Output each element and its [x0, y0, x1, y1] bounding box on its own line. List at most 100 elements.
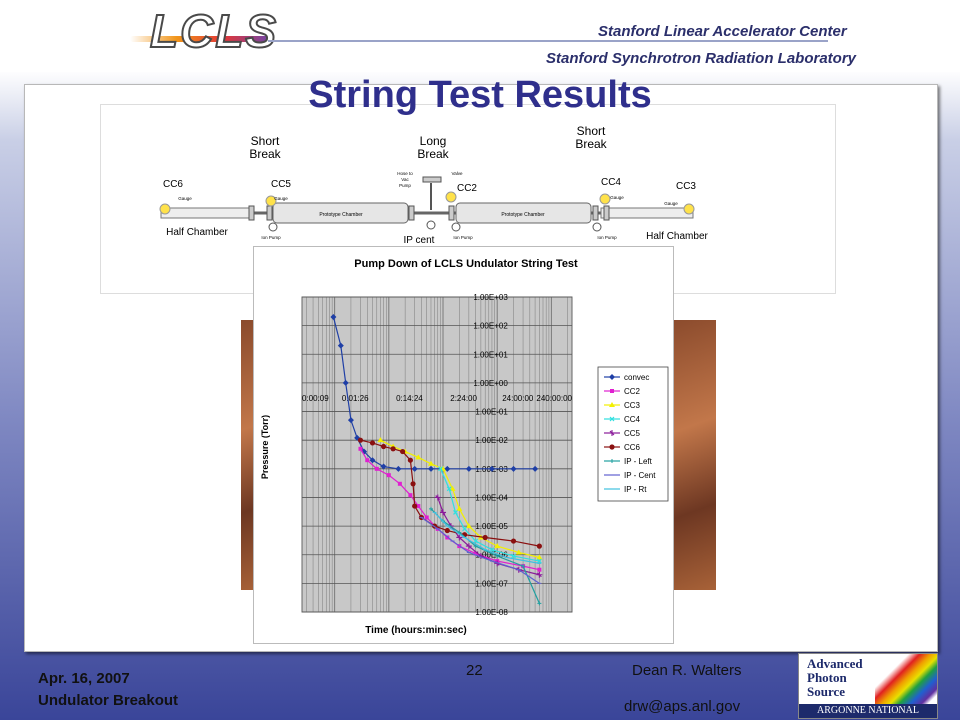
- y-tick-label: 1.00E+03: [473, 293, 508, 302]
- legend-label-ip-rt: IP - Rt: [624, 485, 647, 494]
- data-point: [610, 459, 614, 463]
- label-ion-pump-1: Ion Pump: [261, 235, 281, 240]
- label-cc3: CC3: [676, 181, 696, 192]
- short-break-right-2: Break: [575, 137, 607, 151]
- schematic-drawing: Prototype Chamber Prototype Chamber Shor…: [159, 124, 709, 246]
- data-point: [410, 481, 416, 487]
- data-point: [444, 465, 451, 472]
- gauge-cc5-icon: [265, 195, 277, 207]
- data-point: [536, 543, 542, 549]
- legend-label-cc5: CC5: [624, 429, 641, 438]
- label-gauge-1: Gauge: [178, 196, 192, 201]
- data-point: [449, 485, 456, 491]
- long-break-1: Long: [420, 134, 447, 148]
- data-point: [444, 527, 450, 534]
- label-half-chamber-right: Half Chamber: [646, 231, 708, 242]
- data-point: [424, 515, 429, 520]
- data-point: [473, 544, 478, 549]
- label-ion-pump-2: Ion Pump: [453, 235, 473, 240]
- data-point: [330, 314, 337, 321]
- chart-x-label: Time (hours:min:sec): [365, 625, 467, 636]
- data-point: [450, 540, 455, 542]
- data-point: [357, 437, 364, 443]
- chart-y-label: Pressure (Torr): [260, 415, 270, 479]
- legend-label-ip-cent: IP - Cent: [624, 471, 656, 480]
- data-point: [354, 434, 361, 441]
- data-point: [374, 466, 379, 471]
- aps-logo: Advanced Photon Source ARGONNE NATIONAL …: [798, 653, 938, 719]
- short-break-left-1: Short: [251, 134, 280, 148]
- data-point: [537, 601, 542, 606]
- data-point: [610, 474, 614, 476]
- data-point: [408, 493, 413, 498]
- data-point: [537, 582, 542, 584]
- footer-author: Dean R. Walters: [632, 662, 742, 679]
- y-tick-label: 1.00E-01: [475, 408, 508, 417]
- data-point: [610, 488, 614, 490]
- data-point: [440, 509, 447, 516]
- label-gauge-4: Gauge: [664, 201, 678, 206]
- data-point: [516, 569, 521, 571]
- data-point: [400, 448, 406, 455]
- chart-title: Pump Down of LCLS Undulator String Test: [354, 258, 578, 270]
- data-point: [445, 525, 450, 527]
- data-point: [390, 446, 396, 452]
- short-break-left-2: Break: [249, 147, 281, 161]
- legend-label-cc2: CC2: [624, 387, 641, 396]
- proto-label-right: Prototype Chamber: [501, 212, 545, 218]
- data-point: [361, 448, 368, 455]
- data-point: [438, 466, 443, 472]
- footer-email[interactable]: drw@aps.anl.gov: [624, 698, 741, 715]
- page-number: 22: [466, 662, 483, 679]
- data-point: [456, 534, 463, 541]
- data-point: [434, 494, 441, 501]
- label-cc2: CC2: [457, 183, 477, 194]
- data-point: [380, 463, 387, 470]
- label-gauge-3: Gauge: [610, 195, 624, 200]
- data-point: [511, 553, 516, 559]
- data-point: [536, 558, 542, 564]
- data-point: [342, 379, 349, 386]
- data-point: [489, 560, 494, 562]
- data-point: [427, 465, 434, 472]
- x-tick-label: 0:14:24: [396, 394, 423, 403]
- aps-lab-name: ARGONNE NATIONAL LABORATORY: [799, 704, 937, 718]
- x-tick-label: 240:00:00: [536, 394, 572, 403]
- chart-legend: [597, 366, 669, 502]
- data-point: [369, 457, 376, 464]
- plot-area: [301, 296, 573, 613]
- data-point: [453, 510, 458, 515]
- label-ip-cent: IP cent: [404, 235, 435, 246]
- data-point: [397, 481, 402, 486]
- y-tick-label: 1.00E-04: [475, 493, 508, 502]
- aps-rainbow-icon: [875, 654, 937, 704]
- data-point: [532, 465, 539, 472]
- data-point: [462, 526, 468, 532]
- y-tick-label: 1.00E-02: [475, 436, 508, 445]
- data-point: [473, 551, 478, 556]
- data-point: [610, 389, 614, 393]
- org-line-2: Stanford Synchrotron Radiation Laborator…: [546, 50, 857, 67]
- data-point: [462, 536, 467, 538]
- data-point: [358, 446, 363, 451]
- data-point: [515, 549, 522, 555]
- data-point: [465, 543, 472, 550]
- slide-header: LCLS Stanford Linear Accelerator Center …: [0, 0, 960, 72]
- footer-event: Undulator Breakout: [38, 692, 179, 709]
- label-hose-1: Hose to: [397, 171, 413, 176]
- legend-label-cc4: CC4: [624, 415, 641, 424]
- data-point: [416, 504, 421, 509]
- data-point: [412, 503, 418, 509]
- label-hose-2: Vac: [401, 177, 409, 182]
- data-point: [432, 511, 437, 513]
- data-point: [510, 465, 517, 472]
- data-point: [369, 440, 376, 446]
- data-point: [347, 417, 354, 424]
- pumpdown-chart: Pump Down of LCLS Undulator String Test …: [253, 246, 674, 644]
- data-point: [435, 528, 440, 530]
- aps-line-1: Advanced: [807, 656, 863, 671]
- footer-date: Apr. 16, 2007: [38, 670, 130, 687]
- prototype-chamber-right: [455, 202, 592, 224]
- legend-label-cc3: CC3: [624, 401, 641, 410]
- data-point: [411, 465, 418, 472]
